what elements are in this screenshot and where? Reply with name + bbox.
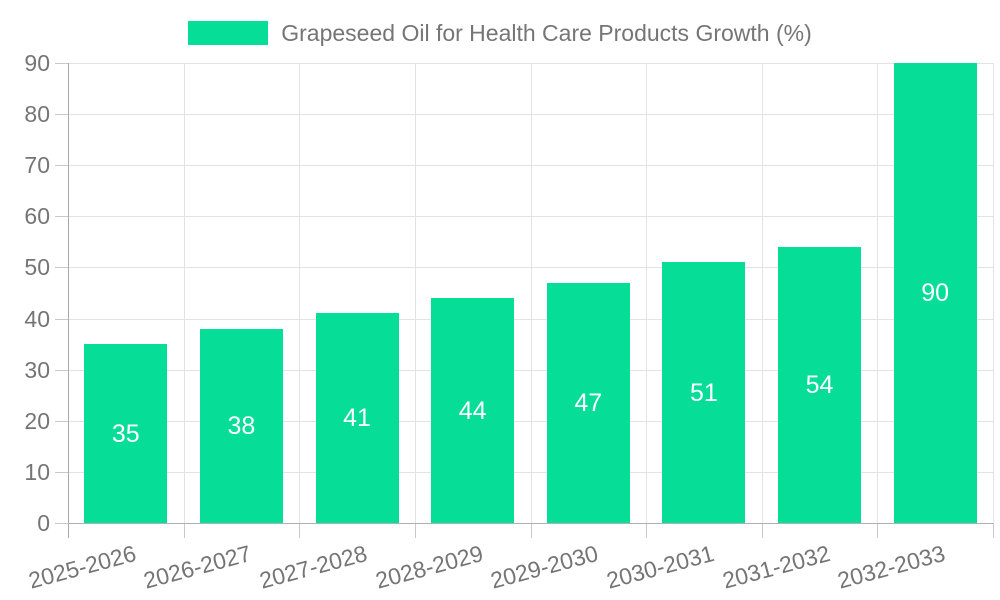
y-axis-label: 60 xyxy=(24,203,50,230)
gridline-vertical xyxy=(299,63,301,523)
bar xyxy=(315,313,399,523)
x-axis-tick xyxy=(646,523,648,538)
x-axis-label: 2029-2030 xyxy=(488,540,602,594)
y-axis-tick xyxy=(55,114,68,116)
x-axis-label: 2031-2032 xyxy=(719,540,833,594)
y-axis-tick xyxy=(55,523,68,524)
bar xyxy=(893,63,977,523)
bar xyxy=(546,282,630,523)
x-axis-label: 2025-2026 xyxy=(25,540,139,594)
y-axis-label: 70 xyxy=(24,152,50,179)
bar xyxy=(199,328,283,523)
y-axis-label: 40 xyxy=(24,305,50,332)
legend-label: Grapeseed Oil for Health Care Products G… xyxy=(281,20,812,46)
legend-swatch xyxy=(188,21,269,45)
y-axis-tick xyxy=(55,216,68,218)
x-axis-label: 2030-2031 xyxy=(603,540,717,594)
x-axis-tick xyxy=(993,523,994,538)
y-axis-tick xyxy=(55,318,68,320)
bar-value-label: 54 xyxy=(805,371,834,399)
gridline-vertical xyxy=(993,63,994,523)
x-axis-tick xyxy=(877,523,879,538)
legend: Grapeseed Oil for Health Care Products G… xyxy=(0,19,1000,47)
x-axis-line xyxy=(68,523,993,524)
x-axis-tick xyxy=(761,523,763,538)
bar-value-label: 38 xyxy=(227,411,256,440)
y-axis-tick xyxy=(55,267,68,269)
y-axis-tick xyxy=(55,471,68,473)
legend-item[interactable]: Grapeseed Oil for Health Care Products G… xyxy=(188,19,812,47)
y-axis-label: 30 xyxy=(24,356,50,383)
bar xyxy=(662,262,746,523)
x-axis-label: 2032-2033 xyxy=(834,540,948,594)
bar-value-label: 41 xyxy=(343,404,371,433)
x-axis-label: 2027-2028 xyxy=(256,540,370,594)
gridline-vertical xyxy=(646,63,648,523)
y-axis-label: 0 xyxy=(37,510,50,536)
gridline-vertical xyxy=(877,63,879,523)
bar-value-label: 44 xyxy=(458,396,487,425)
x-axis-tick xyxy=(299,523,301,538)
y-axis-tick xyxy=(55,165,68,167)
x-axis-tick xyxy=(183,523,185,538)
gridline-vertical xyxy=(530,63,532,523)
x-axis-label: 2026-2027 xyxy=(141,540,255,594)
bar xyxy=(84,344,168,523)
y-axis-tick xyxy=(55,369,68,371)
y-axis-tick xyxy=(55,63,68,64)
bar-value-label: 51 xyxy=(690,378,718,407)
y-axis-tick xyxy=(55,420,68,422)
y-axis-label: 50 xyxy=(24,254,50,281)
x-axis-label: 2028-2029 xyxy=(372,540,486,594)
y-axis-label: 80 xyxy=(24,101,50,128)
x-axis-tick xyxy=(530,523,532,538)
gridline-vertical xyxy=(761,63,763,523)
gridline-vertical xyxy=(414,63,416,523)
bar-value-label: 35 xyxy=(111,419,140,448)
bar-value-label: 47 xyxy=(574,388,603,417)
gridline-vertical xyxy=(183,63,185,523)
y-axis-label: 10 xyxy=(24,458,50,485)
bar xyxy=(431,298,515,523)
bar xyxy=(778,247,862,523)
x-axis-tick xyxy=(414,523,416,538)
y-axis-line xyxy=(68,63,69,538)
bar-value-label: 90 xyxy=(921,279,950,307)
y-axis-label: 90 xyxy=(24,50,50,76)
y-axis-label: 20 xyxy=(24,407,50,434)
